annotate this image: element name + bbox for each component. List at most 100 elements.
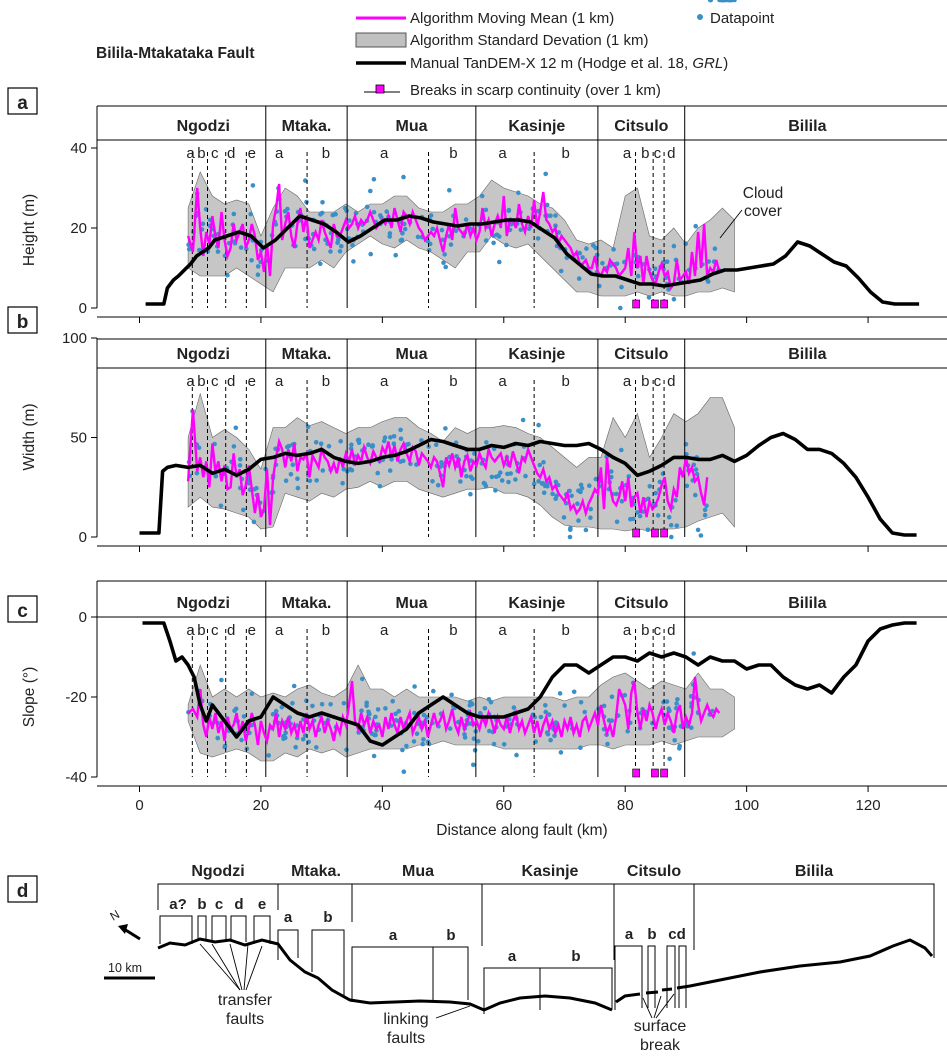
- segment-label: Mua: [396, 118, 428, 135]
- datapoint: [344, 747, 349, 753]
- segment-brackets: [157, 883, 935, 1014]
- datapoint: [238, 245, 244, 250]
- datapoint: [520, 417, 526, 423]
- datapoint: [453, 228, 459, 234]
- datapoint: [550, 491, 555, 497]
- subbox-kasinje-b: [539, 967, 613, 1010]
- datapoint: [576, 488, 581, 494]
- datapoint: [614, 519, 620, 525]
- datapoint: [554, 493, 559, 499]
- datapoint: [320, 468, 326, 473]
- break-marker: [660, 528, 668, 538]
- datapoint: [441, 260, 446, 266]
- datapoint: [283, 730, 289, 736]
- datapoint: [290, 462, 296, 468]
- datapoint: [684, 483, 690, 489]
- datapoint: [433, 442, 439, 448]
- datapoint: [349, 467, 355, 473]
- x-tick-label: 120: [856, 797, 881, 814]
- fault-trace: [157, 937, 934, 1012]
- leader-transfer-5: [245, 945, 263, 991]
- x-tick-label: 100: [734, 797, 759, 814]
- datapoint: [383, 706, 388, 711]
- leader-linking: [435, 1005, 471, 1019]
- datapoint: [535, 236, 541, 241]
- datapoint: [371, 753, 377, 759]
- datapoint: [282, 209, 288, 214]
- datapoint: [487, 728, 492, 734]
- label-linking-1: linking: [383, 1011, 428, 1028]
- datapoint: [373, 732, 378, 738]
- datapoint: [677, 743, 682, 749]
- datapoint: [401, 769, 407, 774]
- sub-segment-label: b: [562, 373, 570, 390]
- cloud-cover-label-line2: cover: [744, 203, 782, 220]
- sub-segment-label: c: [211, 373, 219, 390]
- datapoint: [605, 741, 610, 747]
- datapoint: [625, 728, 630, 734]
- sub-segment-label: b: [562, 145, 570, 162]
- datapoint: [427, 241, 433, 247]
- datapoint: [562, 703, 567, 708]
- subbox-citsulo-b: [647, 945, 656, 1008]
- datapoint: [314, 478, 319, 483]
- subbox-ngodzi-b: [197, 915, 207, 940]
- datapoint: [584, 246, 589, 251]
- leader-transfer-2: [211, 943, 241, 991]
- datapoint: [310, 703, 315, 709]
- datapoint: [305, 424, 311, 430]
- datapoint: [426, 248, 432, 253]
- datapoint: [472, 748, 478, 753]
- leader-transfer-3: [229, 943, 243, 991]
- datapoint: [443, 264, 449, 270]
- x-tick-label: 40: [374, 797, 391, 814]
- datapoint: [635, 273, 641, 279]
- datapoint: [653, 490, 658, 496]
- datapoint: [558, 750, 564, 755]
- leader-lines: [199, 943, 675, 1019]
- sub-segment-label: a: [186, 622, 195, 639]
- legend-breaks-swatch: [375, 84, 385, 94]
- sub-segment-label: b: [322, 622, 330, 639]
- datapoint: [255, 272, 261, 278]
- sub-segment-label: d: [227, 373, 235, 390]
- subbox-citsulo-a: [614, 945, 643, 1010]
- sub-segment-label: a: [623, 373, 632, 390]
- datapoint: [544, 730, 550, 735]
- sub-segment-label: b: [322, 145, 330, 162]
- datapoint: [356, 730, 362, 735]
- datapoint: [360, 676, 365, 682]
- datapoint: [302, 733, 308, 738]
- datapoint: [606, 718, 612, 723]
- datapoint: [421, 737, 426, 742]
- datapoint: [667, 756, 672, 762]
- break-marker: [651, 299, 659, 309]
- label-transfer-1: transfer: [218, 992, 273, 1009]
- datapoint: [571, 689, 577, 695]
- datapoint: [295, 485, 301, 491]
- datapoint: [266, 753, 272, 758]
- datapoint: [575, 501, 580, 507]
- datapoint: [666, 706, 671, 711]
- datapoint: [311, 246, 317, 252]
- datapoint: [609, 469, 614, 474]
- sub-segment-label: c: [211, 622, 219, 639]
- datapoint: [337, 249, 343, 254]
- legend-std-swatch: [355, 32, 407, 48]
- datapoint: [622, 692, 628, 698]
- datapoint: [307, 478, 313, 484]
- sub-segment-label: a: [275, 622, 284, 639]
- bracket-bilila: [693, 883, 935, 958]
- datapoint: [504, 242, 509, 248]
- sub-segment-label: c: [654, 373, 662, 390]
- datapoint: [600, 260, 605, 266]
- datapoint: [443, 426, 448, 431]
- mean-line: [186, 409, 709, 526]
- datapoint: [637, 513, 643, 519]
- datapoint: [350, 243, 355, 248]
- datapoint: [290, 700, 295, 706]
- datapoint: [493, 474, 499, 480]
- datapoint: [421, 712, 427, 718]
- datapoint: [491, 741, 497, 747]
